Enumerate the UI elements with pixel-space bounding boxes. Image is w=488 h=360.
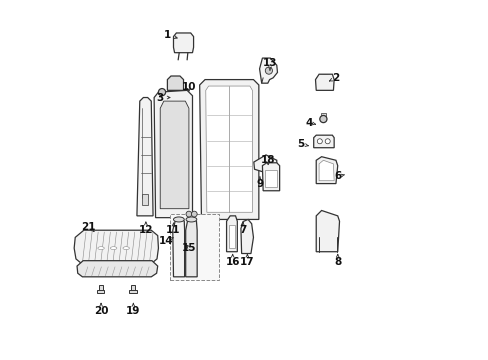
Text: 8: 8 <box>333 257 341 267</box>
Polygon shape <box>262 163 279 191</box>
Polygon shape <box>259 58 277 83</box>
Bar <box>265 170 276 187</box>
Circle shape <box>191 211 197 217</box>
Bar <box>97 290 104 293</box>
Bar <box>131 285 135 291</box>
Text: 13: 13 <box>262 58 277 68</box>
Text: 12: 12 <box>139 225 153 235</box>
Circle shape <box>265 67 272 74</box>
Polygon shape <box>160 101 188 209</box>
Text: 14: 14 <box>159 236 173 246</box>
Bar <box>142 194 148 205</box>
Circle shape <box>158 89 165 96</box>
Text: 18: 18 <box>261 155 275 165</box>
Polygon shape <box>316 211 339 252</box>
Text: 6: 6 <box>333 171 341 181</box>
Text: 11: 11 <box>166 225 181 235</box>
Polygon shape <box>74 230 158 264</box>
Polygon shape <box>173 33 193 53</box>
Ellipse shape <box>173 217 184 222</box>
Text: 19: 19 <box>126 306 140 316</box>
Ellipse shape <box>98 247 104 249</box>
Polygon shape <box>241 220 253 253</box>
Text: 5: 5 <box>297 139 304 149</box>
Polygon shape <box>316 157 337 184</box>
Bar <box>321 113 325 116</box>
Polygon shape <box>185 218 197 277</box>
Text: 15: 15 <box>182 243 196 253</box>
Polygon shape <box>199 80 258 220</box>
Polygon shape <box>154 90 192 218</box>
Text: 17: 17 <box>240 257 254 267</box>
Ellipse shape <box>110 247 117 249</box>
Circle shape <box>317 139 322 144</box>
Ellipse shape <box>122 247 129 249</box>
Bar <box>129 290 136 293</box>
Text: 20: 20 <box>94 306 108 316</box>
Polygon shape <box>253 155 276 173</box>
Text: 3: 3 <box>156 93 163 103</box>
Text: 10: 10 <box>182 82 196 92</box>
Ellipse shape <box>185 217 196 222</box>
Polygon shape <box>313 135 333 148</box>
Text: 16: 16 <box>225 257 240 267</box>
Text: 7: 7 <box>239 225 246 235</box>
Polygon shape <box>172 218 184 277</box>
Bar <box>99 285 102 291</box>
Circle shape <box>325 139 329 144</box>
Circle shape <box>319 116 326 123</box>
Text: 1: 1 <box>163 30 171 40</box>
Text: 4: 4 <box>305 118 312 128</box>
Circle shape <box>185 211 191 217</box>
Polygon shape <box>77 261 158 277</box>
Polygon shape <box>167 76 183 90</box>
Polygon shape <box>315 74 333 90</box>
Text: 9: 9 <box>256 179 263 189</box>
Polygon shape <box>226 216 237 252</box>
Text: 2: 2 <box>332 73 339 83</box>
Bar <box>170 214 218 280</box>
Polygon shape <box>319 160 333 181</box>
Polygon shape <box>137 98 153 216</box>
Bar <box>228 225 235 248</box>
Polygon shape <box>205 86 252 212</box>
Text: 21: 21 <box>81 222 96 231</box>
